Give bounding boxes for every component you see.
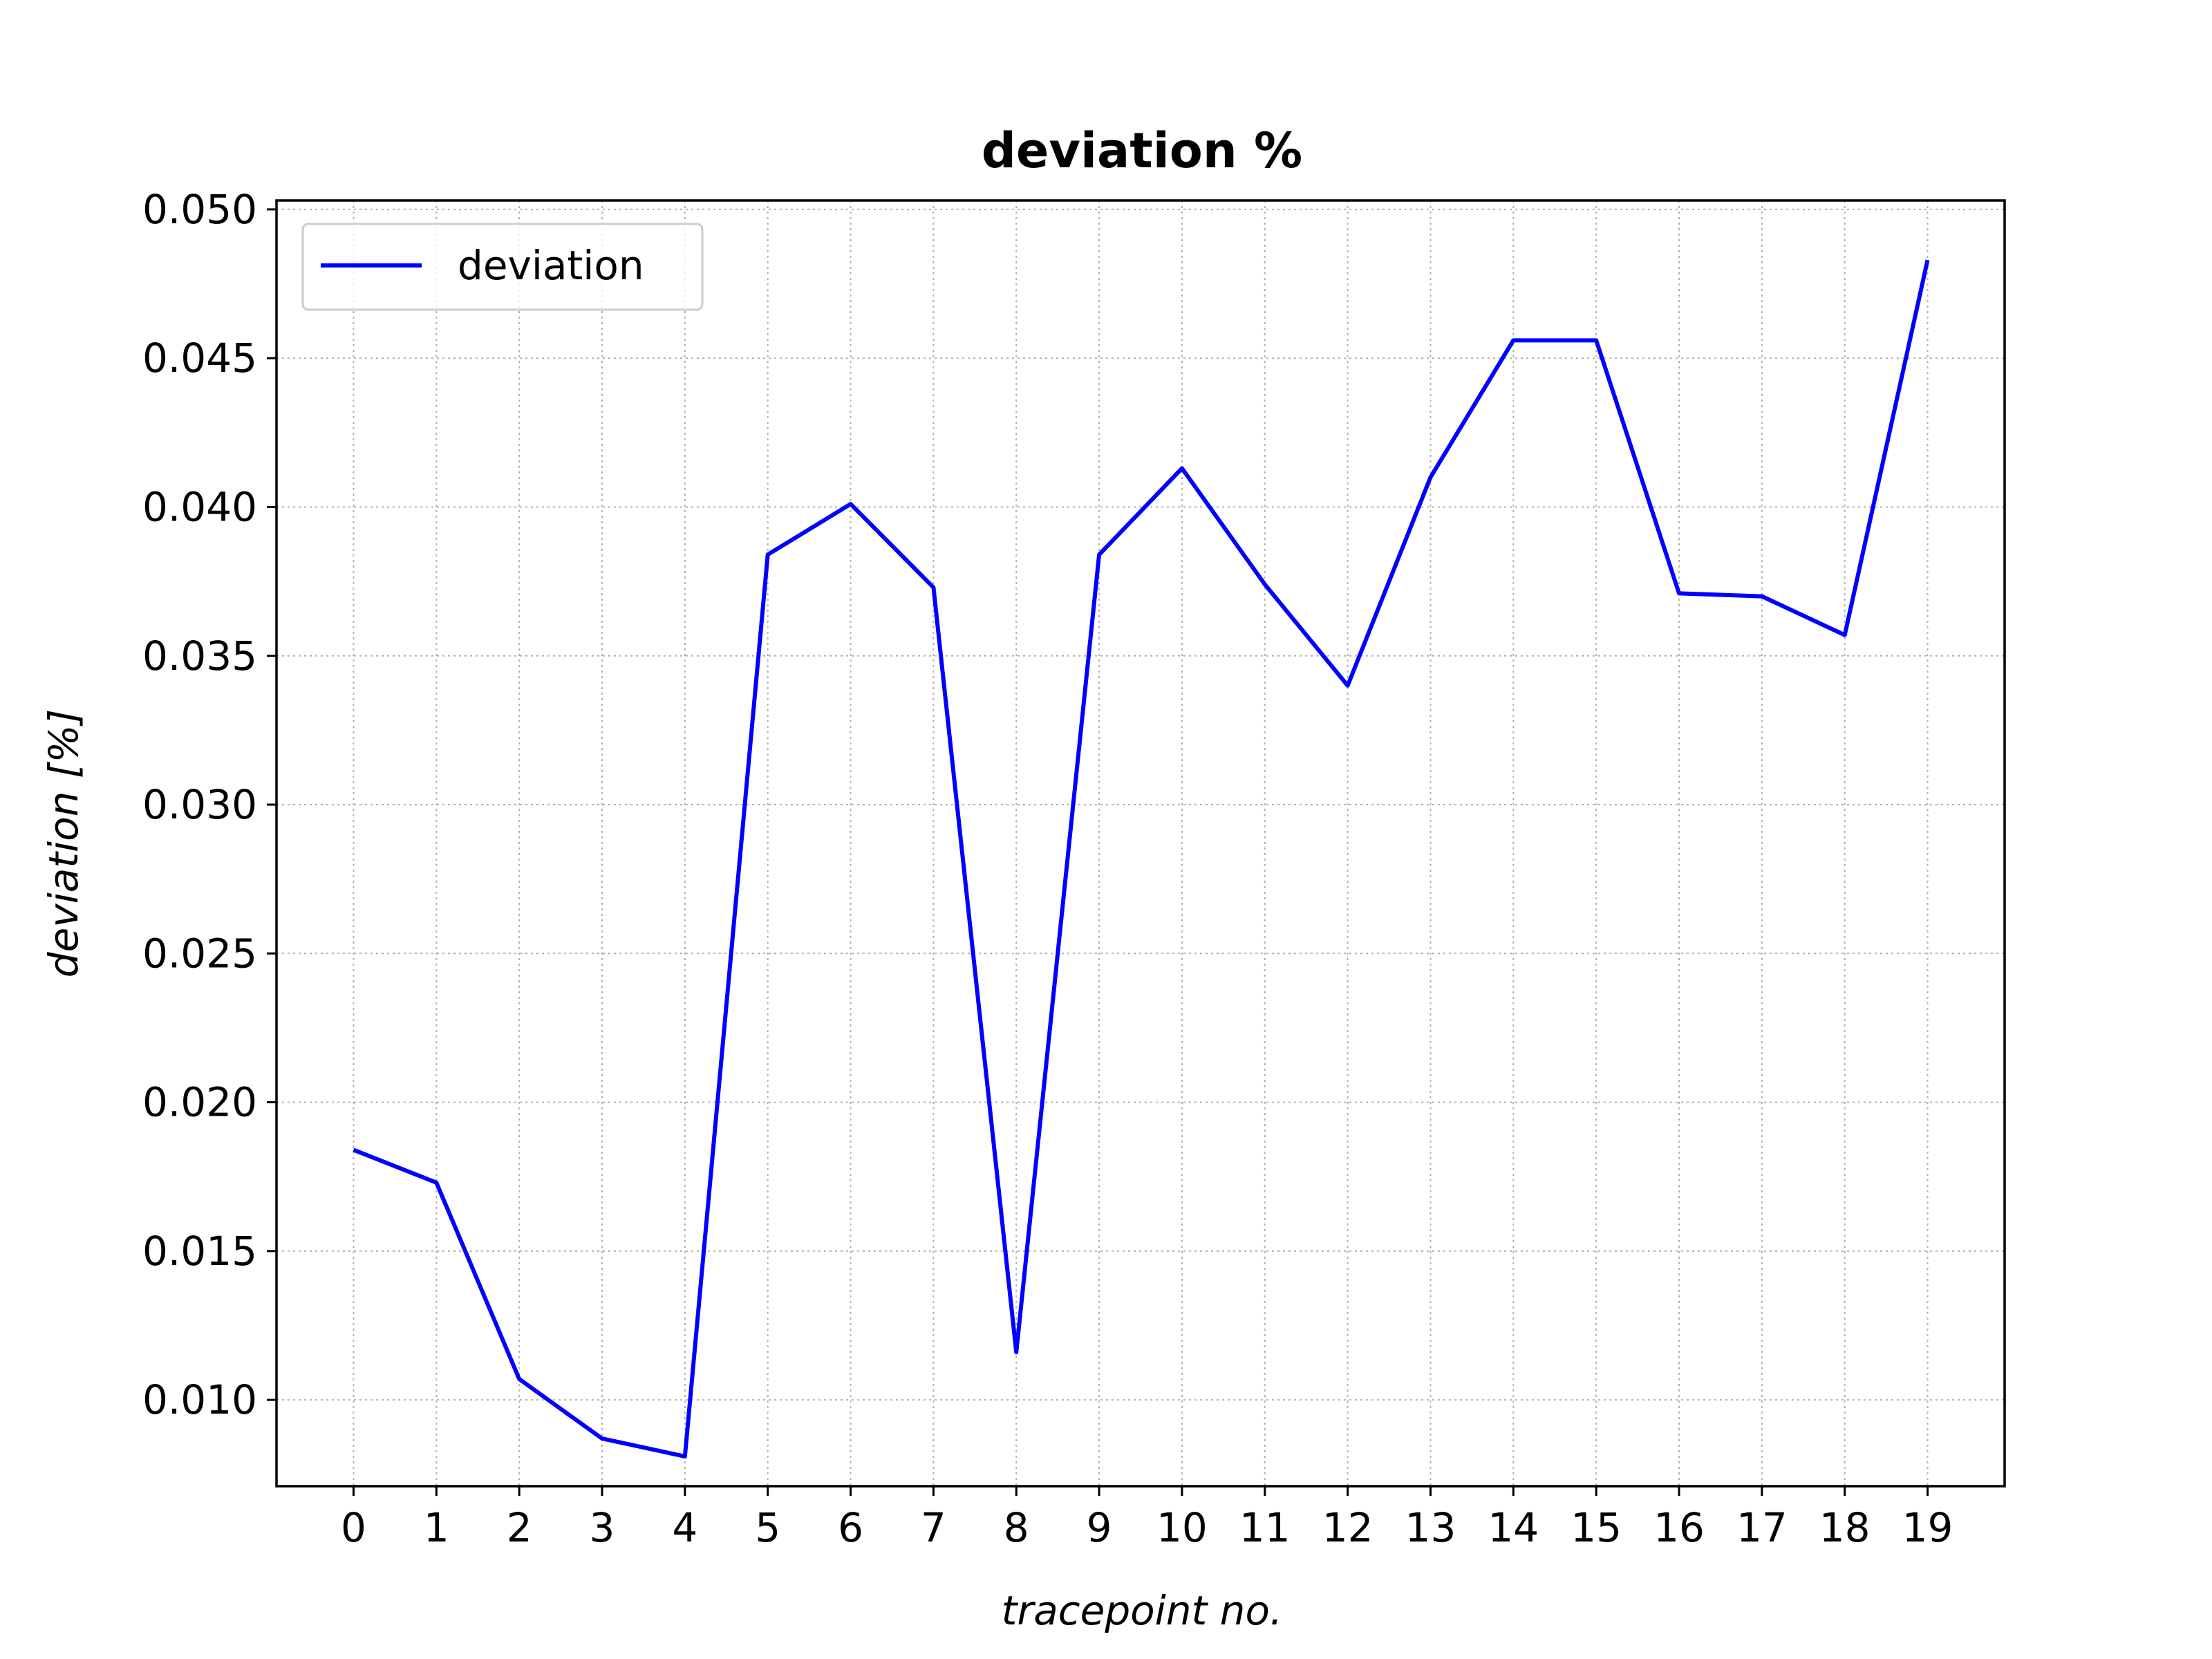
x-axis-label: tracepoint no. [1002,1587,1283,1634]
x-tick-label: 0 [341,1504,366,1551]
x-tick-label: 4 [672,1504,697,1551]
x-tick-label: 2 [507,1504,532,1551]
x-tick-label: 9 [1087,1504,1112,1551]
x-tick-label: 14 [1488,1504,1539,1551]
x-tick-label: 11 [1239,1504,1291,1551]
x-tick-label: 16 [1653,1504,1705,1551]
y-axis: 0.010 0.015 0.020 0.025 0.030 0.035 0.040 0.045… [142,186,276,1423]
x-tick-label: 13 [1405,1504,1456,1551]
y-tick-label: 0.040 [142,483,257,530]
y-tick-label: 0.035 [142,632,257,679]
x-tick-label: 19 [1902,1504,1953,1551]
axes-frame [275,199,2006,1488]
x-tick-label: 3 [590,1504,615,1551]
legend: deviation [301,223,704,311]
legend-label: deviation [458,242,644,289]
y-tick-label: 0.050 [142,186,257,233]
x-tick-label: 18 [1819,1504,1871,1551]
y-tick-label: 0.045 [142,335,257,382]
y-tick-label: 0.025 [142,930,257,977]
x-tick-label: 6 [838,1504,863,1551]
x-tick-label: 10 [1156,1504,1208,1551]
x-axis: 0 1 2 3 4 5 6 7 8 9 10 11 12 13 14 15 16 17 18 19 [341,1486,1953,1551]
y-tick-label: 0.015 [142,1228,257,1275]
series-line-deviation [353,259,1930,1459]
x-tick-label: 8 [1004,1504,1029,1551]
series-layer [353,259,1930,1459]
x-tick-label: 17 [1736,1504,1788,1551]
x-tick-label: 7 [921,1504,946,1551]
y-tick-label: 0.010 [142,1376,257,1423]
y-axis-label: deviation [%] [40,709,87,977]
grid-lines [276,200,2005,1486]
x-tick-label: 15 [1571,1504,1622,1551]
x-tick-label: 12 [1322,1504,1374,1551]
plot-area [275,199,2006,1488]
axes-background [276,200,2005,1486]
y-tick-label: 0.020 [142,1079,257,1126]
legend-box [301,223,704,311]
y-tick-label: 0.030 [142,781,257,828]
x-tick-label: 5 [755,1504,780,1551]
x-tick-label: 1 [424,1504,449,1551]
chart-title: deviation % [982,122,1302,179]
